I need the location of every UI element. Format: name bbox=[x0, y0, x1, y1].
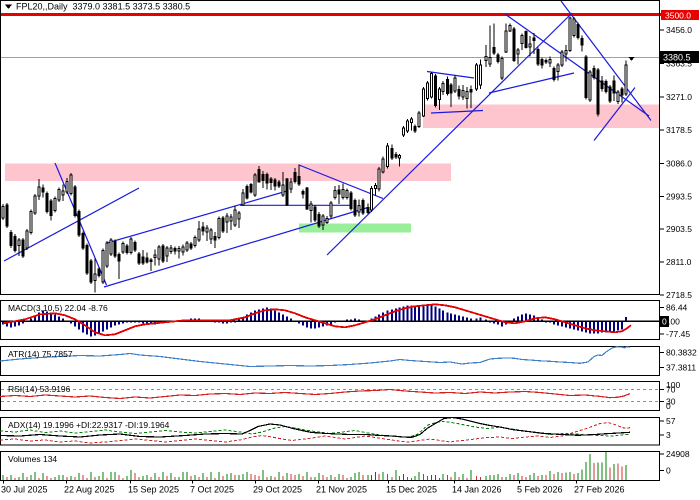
svg-text:-77.45: -77.45 bbox=[666, 329, 690, 339]
svg-text:2993.5: 2993.5 bbox=[666, 192, 692, 202]
svg-text:3178.5: 3178.5 bbox=[666, 125, 692, 135]
svg-text:29 Oct 2025: 29 Oct 2025 bbox=[253, 485, 302, 495]
svg-text:3500.0: 3500.0 bbox=[665, 11, 691, 21]
svg-text:30 Jul 2025: 30 Jul 2025 bbox=[1, 485, 48, 495]
svg-text:0: 0 bbox=[666, 401, 671, 411]
svg-text:37.3811: 37.3811 bbox=[666, 363, 696, 373]
svg-text:3271.0: 3271.0 bbox=[666, 92, 692, 102]
svg-text:2811.0: 2811.0 bbox=[666, 257, 692, 267]
svg-text:5 Feb 2026: 5 Feb 2026 bbox=[517, 485, 563, 495]
svg-text:.00: .00 bbox=[668, 317, 680, 327]
svg-text:2718.5: 2718.5 bbox=[666, 290, 692, 300]
svg-text:FPL20,,Daily 3379.0 3381.5 33: FPL20,,Daily 3379.0 3381.5 3373.5 3380.5 bbox=[16, 2, 190, 12]
svg-text:0: 0 bbox=[662, 317, 667, 327]
svg-text:Volumes 134: Volumes 134 bbox=[8, 454, 57, 464]
svg-text:86.44: 86.44 bbox=[666, 303, 688, 313]
svg-text:ATR(14) 75.7857: ATR(14) 75.7857 bbox=[8, 349, 73, 359]
svg-text:RSI(14) 53.9196: RSI(14) 53.9196 bbox=[8, 384, 71, 394]
svg-text:0: 0 bbox=[666, 466, 671, 476]
svg-text:3363.5: 3363.5 bbox=[666, 59, 692, 69]
svg-text:15 Dec 2025: 15 Dec 2025 bbox=[386, 485, 437, 495]
svg-text:3086.0: 3086.0 bbox=[666, 159, 692, 169]
svg-text:100: 100 bbox=[666, 380, 680, 390]
svg-text:MACD(3,10,5) 22.04 -8.76: MACD(3,10,5) 22.04 -8.76 bbox=[8, 303, 108, 313]
svg-text:3380.5: 3380.5 bbox=[663, 53, 691, 63]
svg-text:3456.0: 3456.0 bbox=[666, 25, 692, 35]
svg-text:70: 70 bbox=[666, 385, 676, 395]
svg-text:14 Jan 2026: 14 Jan 2026 bbox=[452, 485, 502, 495]
svg-text:22 Aug 2025: 22 Aug 2025 bbox=[64, 485, 115, 495]
svg-text:21 Nov 2025: 21 Nov 2025 bbox=[316, 485, 367, 495]
svg-text:80.3832: 80.3832 bbox=[666, 347, 697, 357]
svg-text:30: 30 bbox=[666, 397, 676, 407]
svg-text:ADX(14) 19.1996 +DI:22.9317 -D: ADX(14) 19.1996 +DI:22.9317 -DI:19.1964 bbox=[8, 420, 170, 430]
svg-text:24908: 24908 bbox=[666, 449, 690, 459]
svg-text:15 Sep 2025: 15 Sep 2025 bbox=[128, 485, 179, 495]
svg-text:3: 3 bbox=[666, 430, 671, 440]
svg-text:2903.5: 2903.5 bbox=[666, 224, 692, 234]
svg-text:7 Oct 2025: 7 Oct 2025 bbox=[190, 485, 234, 495]
svg-text:27 Feb 2026: 27 Feb 2026 bbox=[574, 485, 625, 495]
svg-text:57: 57 bbox=[666, 416, 676, 426]
